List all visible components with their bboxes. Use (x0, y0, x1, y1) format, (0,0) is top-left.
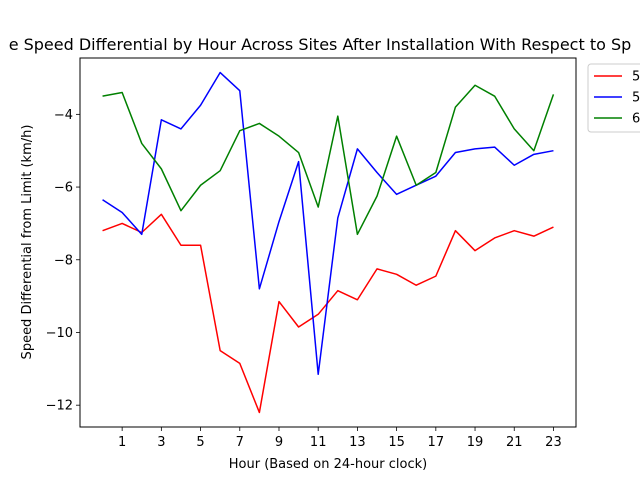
x-tick-label: 13 (349, 435, 366, 450)
x-tick-label: 9 (275, 435, 283, 450)
chart-title: e Speed Differential by Hour Across Site… (9, 35, 632, 54)
x-tick-label: 15 (388, 435, 405, 450)
x-tick-label: 17 (428, 435, 445, 450)
x-tick-label: 3 (157, 435, 165, 450)
y-axis-label: Speed Differential from Limit (km/h) (20, 125, 35, 360)
x-tick-label: 11 (310, 435, 327, 450)
x-axis: 1 3 5 7 9 11 13 15 17 19 21 23 (118, 427, 562, 450)
x-tick-label: 21 (506, 435, 523, 450)
plot-frame (79, 57, 577, 428)
legend-label-2: 5 (632, 91, 640, 106)
plot-lines (102, 71, 555, 414)
y-tick-label: −12 (46, 399, 73, 414)
y-tick-label: −10 (46, 326, 73, 341)
legend-label-3: 6 (632, 112, 640, 127)
legend: 5 5 6 (587, 63, 640, 133)
x-tick-label: 1 (118, 435, 126, 450)
legend-label-1: 5 (632, 70, 640, 85)
y-axis: −12 −10 −8 −6 −4 (46, 108, 80, 414)
y-tick-label: −6 (54, 181, 73, 196)
series-line-2 (102, 71, 554, 376)
x-tick-label: 19 (467, 435, 484, 450)
y-tick-label: −4 (54, 108, 73, 123)
legend-box (587, 63, 640, 133)
x-tick-label: 5 (196, 435, 204, 450)
x-tick-label: 23 (545, 435, 562, 450)
y-tick-label: −8 (54, 253, 73, 268)
x-axis-label: Hour (Based on 24-hour clock) (229, 457, 428, 472)
x-tick-label: 7 (236, 435, 244, 450)
series-line-3 (102, 84, 555, 236)
series-line-1 (102, 213, 554, 414)
